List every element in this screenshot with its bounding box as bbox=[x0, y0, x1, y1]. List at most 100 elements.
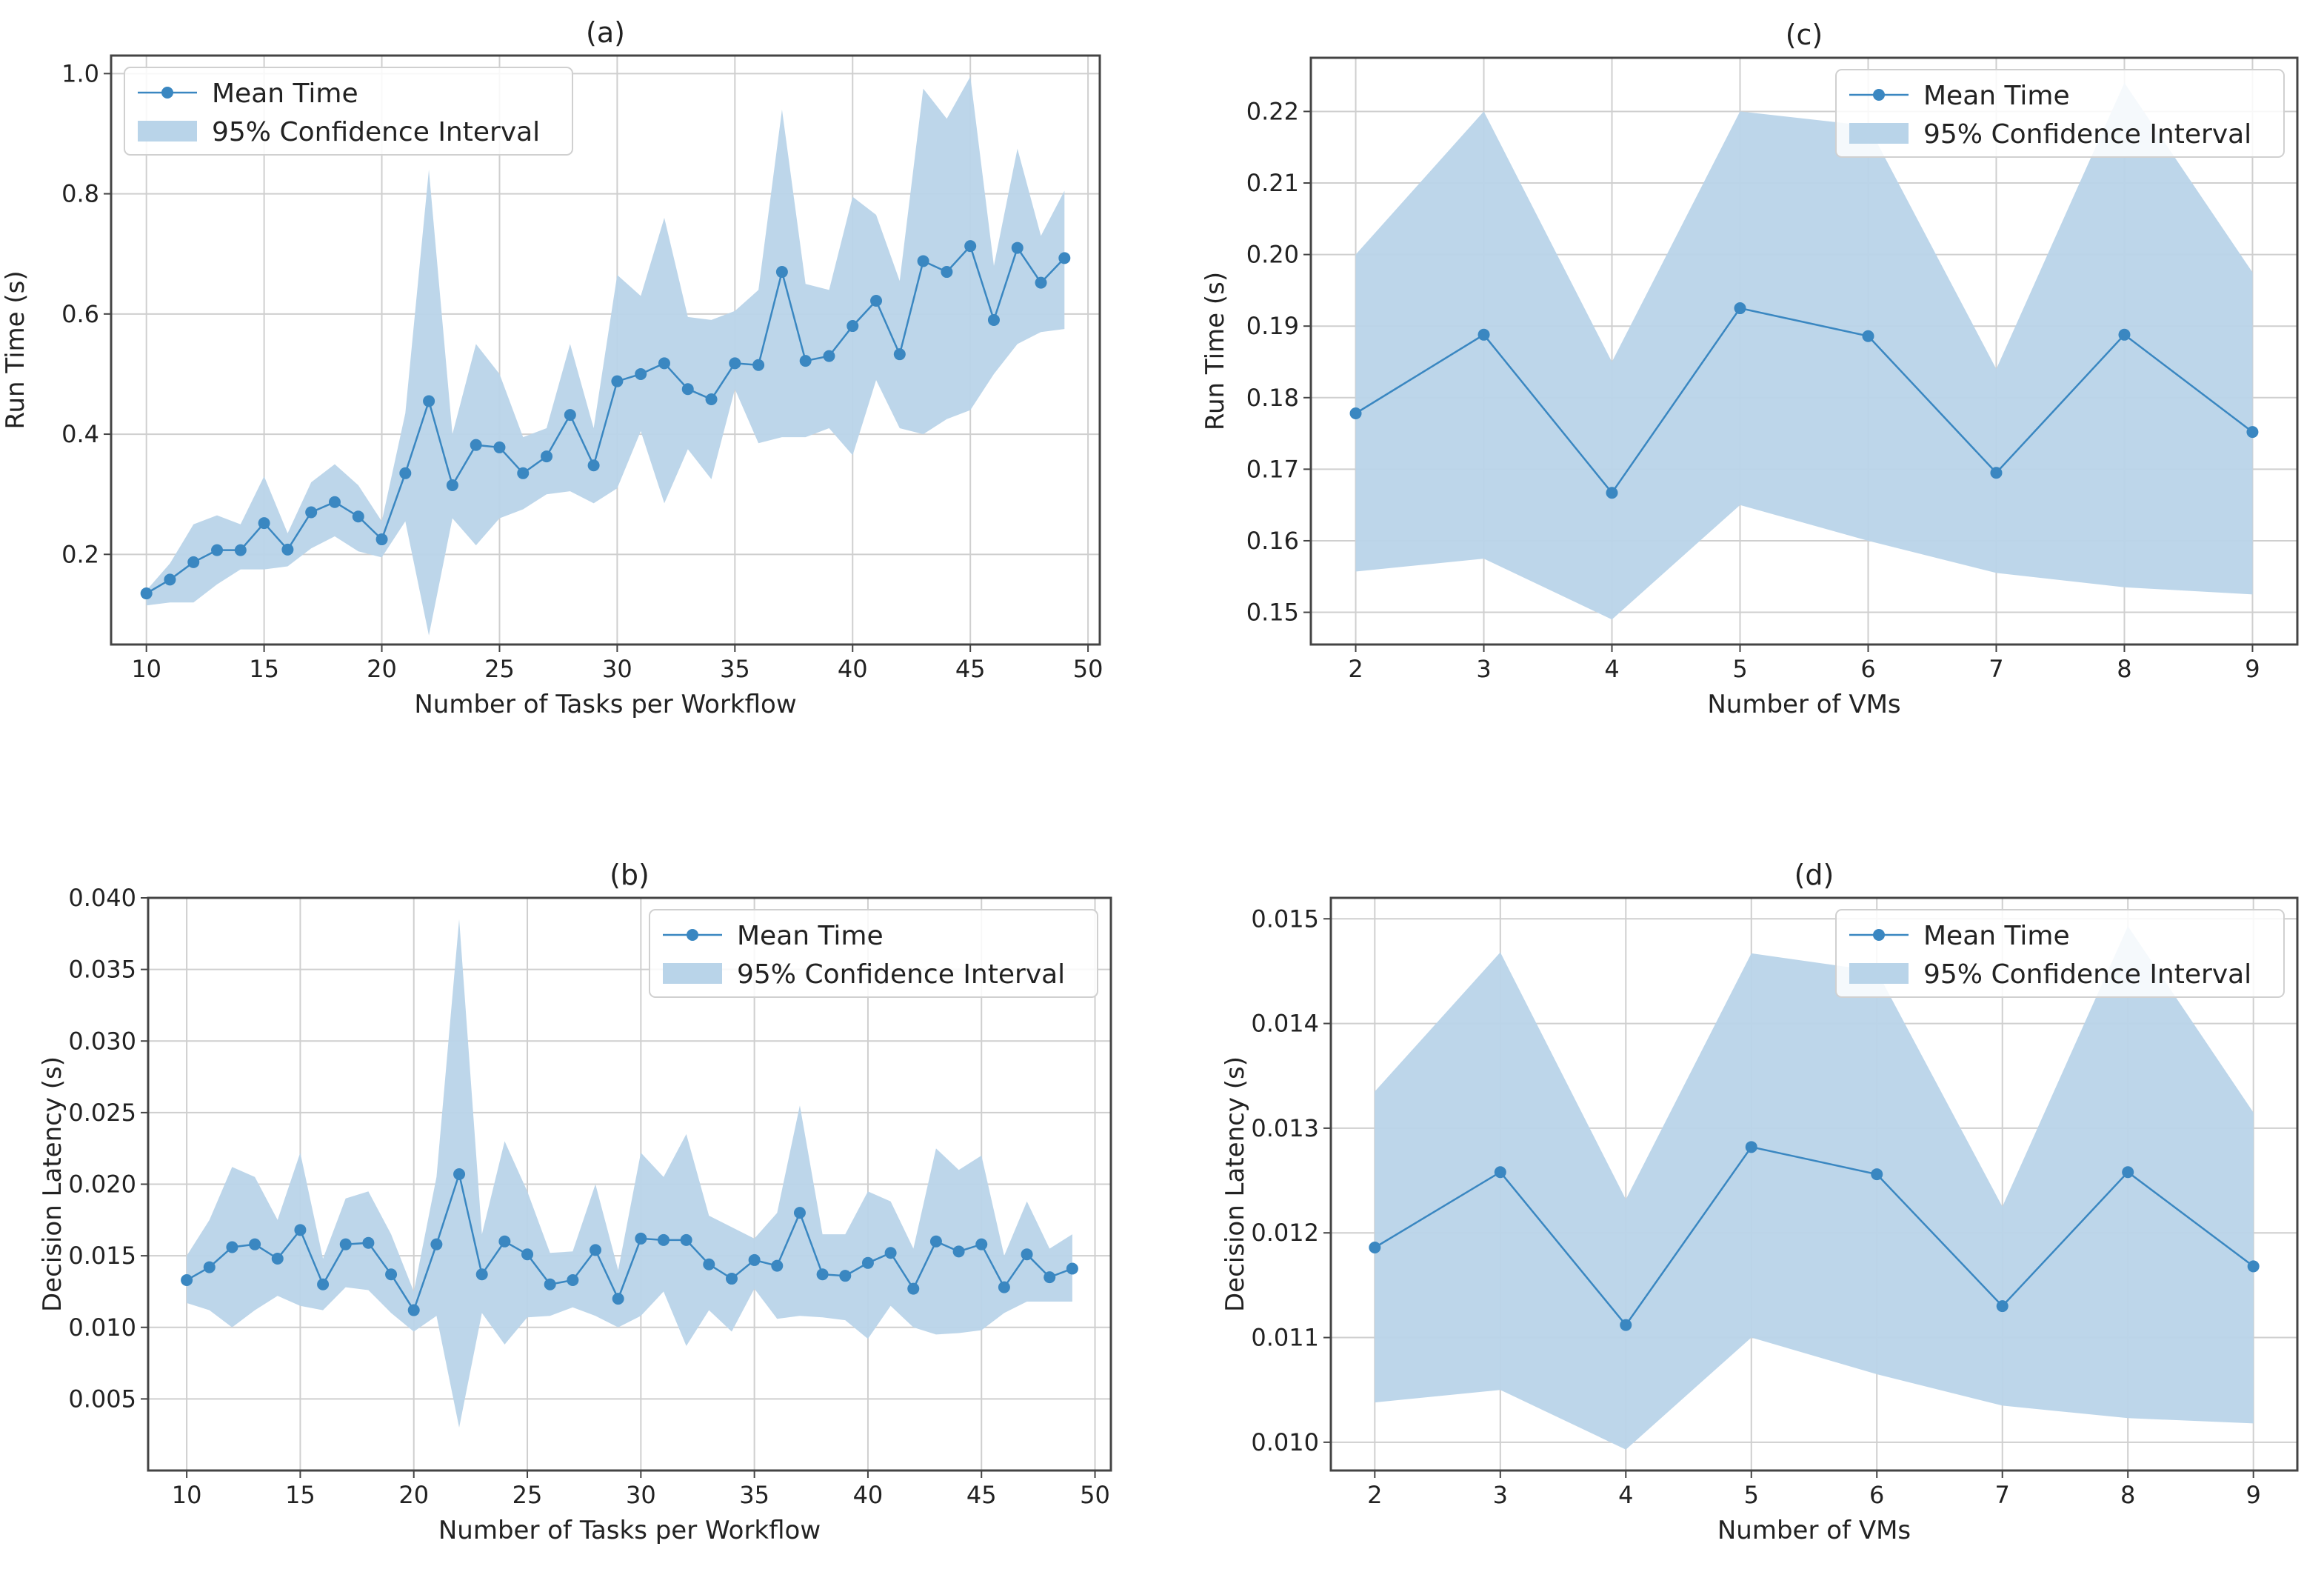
mean-point bbox=[249, 1238, 261, 1250]
mean-point bbox=[375, 533, 388, 546]
mean-point bbox=[362, 1236, 375, 1249]
y-tick-label: 0.22 bbox=[1246, 97, 1299, 125]
x-axis-label: Number of Tasks per Workflow bbox=[438, 1516, 821, 1545]
x-tick-label: 3 bbox=[1493, 1481, 1508, 1509]
legend-marker-swatch bbox=[161, 87, 173, 99]
legend-label-mean: Mean Time bbox=[737, 921, 884, 951]
y-axis-label: Run Time (s) bbox=[1, 270, 30, 429]
panel-d: 2 3 4 5 6 7 8 9 0.010 0.011 0.012 0.013 0.014 0.015 (d… bbox=[1221, 859, 2299, 1545]
mean-point bbox=[793, 1207, 806, 1219]
mean-point bbox=[234, 544, 247, 556]
legend-label-mean: Mean Time bbox=[212, 79, 358, 109]
y-tick-label: 0.6 bbox=[61, 300, 99, 328]
mean-point bbox=[271, 1252, 284, 1265]
mean-point bbox=[2118, 328, 2131, 341]
mean-point bbox=[544, 1278, 556, 1290]
y-axis-label: Decision Latency (s) bbox=[38, 1056, 67, 1312]
x-tick-label: 35 bbox=[739, 1481, 769, 1509]
x-axis-label: Number of VMs bbox=[1717, 1516, 1911, 1545]
x-tick-label: 15 bbox=[285, 1481, 315, 1509]
mean-point bbox=[564, 409, 576, 422]
panel-title: (c) bbox=[1786, 19, 1823, 51]
mean-point bbox=[1035, 276, 1047, 289]
confidence-band bbox=[1355, 82, 2253, 620]
y-tick-label: 0.005 bbox=[68, 1385, 136, 1413]
mean-point bbox=[1477, 328, 1490, 341]
x-tick-label: 40 bbox=[853, 1481, 884, 1509]
y-tick-label: 0.010 bbox=[68, 1313, 136, 1342]
legend: Mean Time 95% Confidence Interval bbox=[1835, 69, 2285, 158]
y-tick-label: 0.014 bbox=[1251, 1010, 1319, 1038]
mean-point bbox=[1066, 1262, 1078, 1275]
mean-point bbox=[748, 1253, 761, 1266]
mean-point bbox=[258, 517, 270, 530]
mean-point bbox=[941, 266, 953, 279]
mean-point bbox=[917, 255, 929, 267]
x-tick-label: 8 bbox=[2120, 1481, 2135, 1509]
mean-point bbox=[423, 395, 435, 407]
mean-point bbox=[952, 1245, 965, 1258]
x-tick-label: 6 bbox=[1860, 655, 1875, 683]
mean-point bbox=[294, 1224, 307, 1236]
plot-frame bbox=[1329, 896, 2299, 1472]
mean-point bbox=[541, 450, 553, 463]
x-tick-label: 5 bbox=[1732, 655, 1747, 683]
mean-point bbox=[681, 383, 694, 396]
legend-box bbox=[1835, 909, 2285, 998]
mean-point bbox=[281, 543, 294, 556]
y-tick-label: 0.030 bbox=[68, 1027, 136, 1055]
mean-point bbox=[1011, 242, 1024, 254]
mean-point bbox=[317, 1278, 330, 1290]
mean-point bbox=[964, 240, 977, 253]
legend: Mean Time 95% Confidence Interval bbox=[124, 67, 573, 156]
legend-label-mean: Mean Time bbox=[1923, 921, 2070, 951]
mean-point bbox=[1745, 1141, 1757, 1153]
legend-label-ci: 95% Confidence Interval bbox=[1923, 119, 2251, 150]
x-axis-label: Number of VMs bbox=[1707, 690, 1900, 719]
y-tick-label: 0.040 bbox=[68, 884, 136, 912]
mean-point bbox=[1734, 302, 1746, 315]
mean-point bbox=[975, 1238, 988, 1250]
mean-point bbox=[635, 1232, 647, 1245]
y-tick-label: 0.012 bbox=[1251, 1219, 1319, 1247]
x-tick-label: 2 bbox=[1348, 655, 1363, 683]
y-tick-label: 0.010 bbox=[1251, 1428, 1319, 1456]
mean-point bbox=[2247, 1260, 2260, 1273]
y-tick-label: 0.15 bbox=[1246, 599, 1299, 627]
mean-point bbox=[1494, 1166, 1506, 1179]
mean-point bbox=[521, 1248, 534, 1261]
mean-line bbox=[1355, 307, 2254, 495]
legend-box bbox=[649, 909, 1098, 998]
plot-frame bbox=[110, 54, 1101, 646]
mean-point bbox=[752, 359, 765, 371]
x-tick-label: 2 bbox=[1367, 1481, 1382, 1509]
legend-marker-swatch bbox=[1873, 89, 1885, 101]
legend-box bbox=[124, 67, 573, 156]
mean-point bbox=[612, 1293, 624, 1305]
y-axis-label: Decision Latency (s) bbox=[1221, 1056, 1250, 1312]
panel-title: (d) bbox=[1794, 859, 1834, 891]
y-tick-label: 0.20 bbox=[1246, 241, 1299, 269]
mean-point bbox=[998, 1281, 1010, 1293]
x-tick-label: 50 bbox=[1073, 655, 1103, 683]
panel-b: 10 15 20 25 30 35 40 45 50 0.005 0.010 0.015 0.020 0.… bbox=[38, 859, 1112, 1545]
mean-point bbox=[164, 573, 176, 586]
legend: Mean Time 95% Confidence Interval bbox=[1835, 909, 2285, 998]
mean-point bbox=[226, 1241, 238, 1253]
mean-point bbox=[635, 367, 647, 380]
mean-point bbox=[907, 1282, 920, 1295]
y-tick-label: 0.015 bbox=[68, 1242, 136, 1270]
mean-point bbox=[470, 439, 482, 451]
mean-point bbox=[1990, 467, 2003, 479]
mean-point bbox=[870, 294, 883, 307]
mean-point bbox=[680, 1233, 692, 1246]
y-tick-label: 0.18 bbox=[1246, 384, 1299, 412]
x-tick-label: 5 bbox=[1744, 1481, 1759, 1509]
legend-label-ci: 95% Confidence Interval bbox=[1923, 959, 2251, 990]
mean-point bbox=[729, 357, 741, 370]
x-tick-label: 25 bbox=[512, 1481, 543, 1509]
x-tick-label: 50 bbox=[1080, 1481, 1110, 1509]
mean-point bbox=[823, 350, 835, 362]
legend: Mean Time 95% Confidence Interval bbox=[649, 909, 1098, 998]
